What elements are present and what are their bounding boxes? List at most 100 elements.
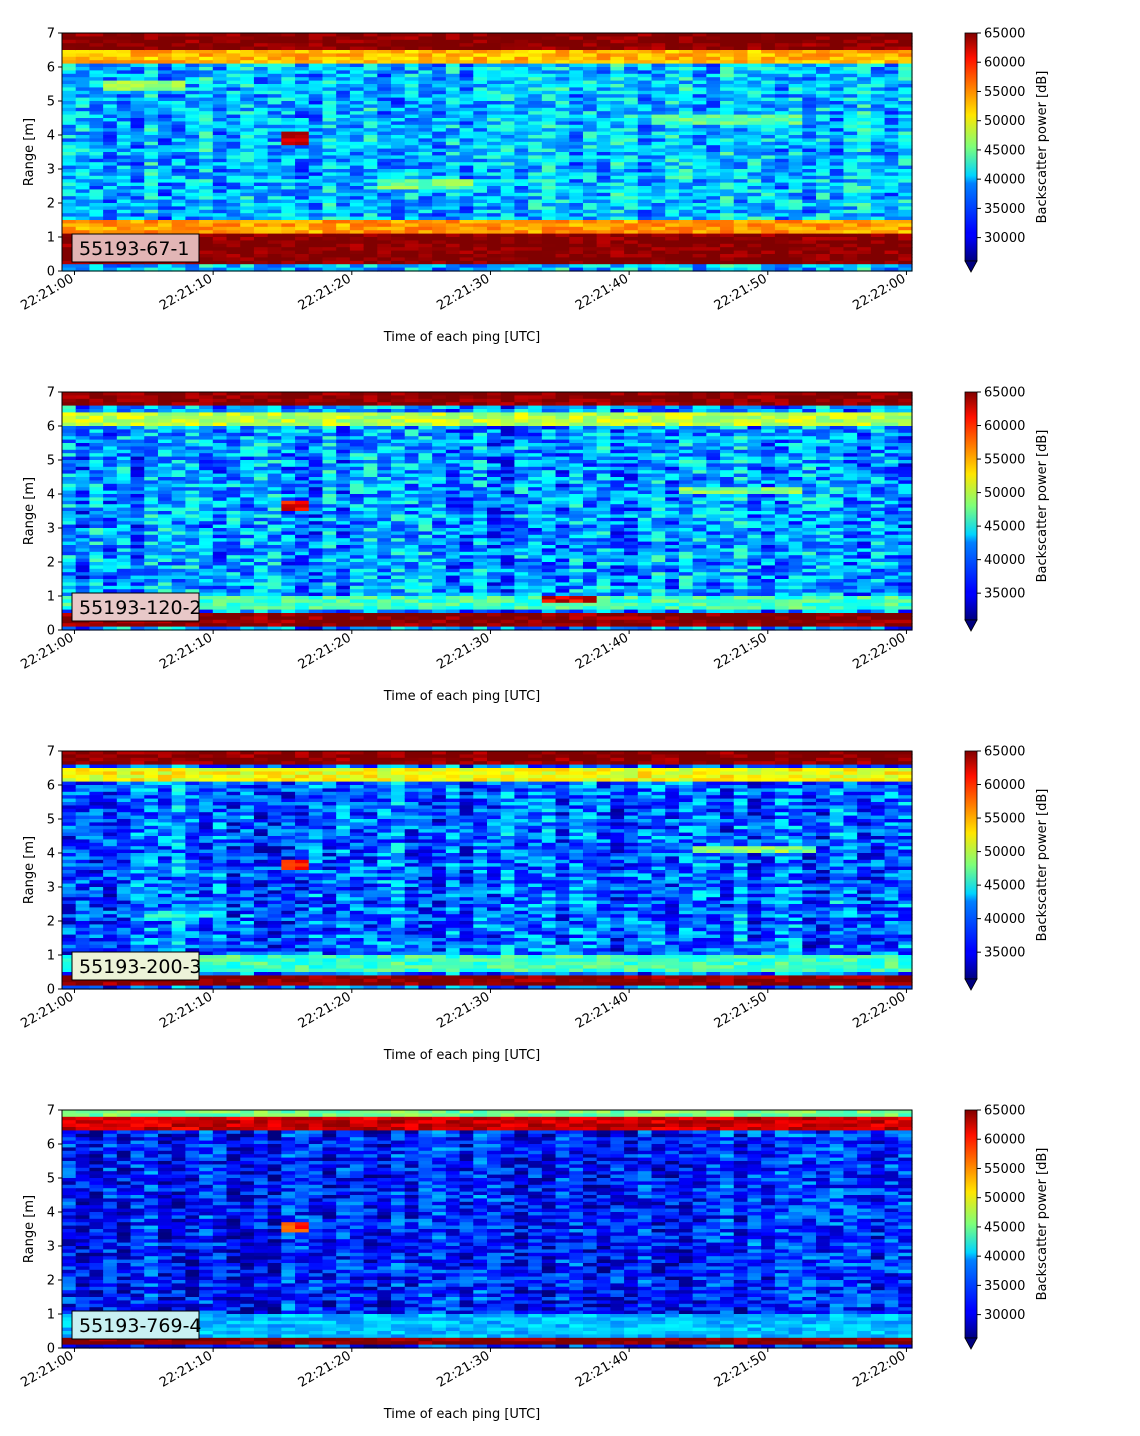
heatmap-cell [747, 104, 762, 109]
heatmap-cell [391, 77, 406, 82]
heatmap-cell [62, 243, 77, 248]
heatmap-cell [473, 260, 488, 265]
heatmap-cell [75, 162, 91, 167]
heatmap-cell [514, 94, 529, 99]
heatmap-cell [185, 226, 200, 231]
heatmap-cell [404, 114, 420, 119]
heatmap-cell [843, 165, 858, 170]
heatmap-cell [336, 87, 351, 92]
heatmap-cell [582, 155, 598, 160]
heatmap-cell [857, 60, 872, 65]
heatmap-cell [432, 114, 447, 119]
heatmap-cell [651, 56, 666, 61]
heatmap-cell [267, 63, 282, 68]
heatmap-cell [130, 432, 145, 437]
heatmap-cell [322, 36, 337, 41]
heatmap-cell [692, 257, 707, 262]
heatmap-cell [473, 267, 488, 272]
heatmap-cell [816, 118, 831, 122]
heatmap-cell [89, 107, 104, 112]
heatmap-cell [555, 80, 570, 85]
heatmap-cell [322, 39, 337, 44]
heatmap-cell [816, 101, 831, 105]
heatmap-cell [116, 548, 132, 553]
heatmap-cell [240, 138, 255, 143]
heatmap-cell [89, 46, 104, 51]
heatmap-cell [89, 87, 104, 92]
heatmap-cell [747, 223, 762, 228]
heatmap-cell [596, 189, 611, 194]
heatmap-cell [582, 114, 598, 119]
heatmap-cell [308, 192, 324, 197]
heatmap-cell [75, 56, 91, 61]
heatmap-cell [761, 39, 776, 44]
heatmap-cell [103, 90, 118, 95]
heatmap-cell [487, 230, 502, 235]
heatmap-cell [624, 138, 639, 143]
heatmap-cell [391, 101, 406, 105]
heatmap-cell [157, 56, 173, 61]
heatmap-cell [678, 148, 694, 153]
heatmap-cell [75, 196, 91, 201]
heatmap-cell [569, 260, 584, 265]
heatmap-cell [226, 192, 241, 197]
heatmap-cell [528, 67, 543, 71]
heatmap-cell [322, 56, 337, 61]
heatmap-cell [144, 226, 159, 231]
heatmap-cell [884, 94, 899, 99]
heatmap-cell [116, 626, 132, 631]
heatmap-cell [391, 220, 406, 224]
heatmap-cell [212, 220, 228, 224]
heatmap-cell [62, 602, 77, 607]
heatmap-cell [240, 264, 255, 269]
heatmap-cell [212, 97, 228, 102]
heatmap-cell [89, 158, 104, 163]
heatmap-cell [281, 165, 296, 170]
heatmap-cell [665, 84, 680, 88]
heatmap-cell [610, 97, 625, 102]
heatmap-cell [267, 148, 282, 153]
heatmap-cell [870, 189, 886, 194]
heatmap-cell [541, 199, 557, 204]
heatmap-cell [240, 114, 255, 119]
heatmap-cell [500, 169, 516, 173]
heatmap-cell [62, 155, 77, 160]
heatmap-cell [418, 240, 433, 245]
heatmap-cell [665, 165, 680, 170]
heatmap-cell [720, 70, 735, 75]
heatmap-cell [336, 162, 351, 167]
heatmap-cell [651, 121, 666, 126]
heatmap-cell [706, 145, 721, 150]
heatmap-cell [171, 169, 186, 173]
heatmap-cell [363, 124, 378, 129]
heatmap-cell [747, 257, 762, 262]
heatmap-cell [349, 226, 365, 231]
heatmap-cell [637, 169, 653, 173]
heatmap-cell [240, 267, 255, 272]
heatmap-cell [103, 73, 118, 78]
heatmap-cell [774, 247, 790, 252]
heatmap-cell [706, 111, 721, 116]
heatmap-cell [363, 111, 378, 116]
heatmap-cell [349, 104, 365, 109]
heatmap-cell [514, 199, 529, 204]
heatmap-cell [678, 84, 694, 88]
heatmap-cell [651, 250, 666, 255]
heatmap-cell [116, 572, 132, 577]
heatmap-cell [500, 196, 516, 201]
heatmap-cell [816, 162, 831, 167]
heatmap-cell [459, 114, 474, 119]
heatmap-cell [240, 206, 255, 211]
heatmap-cell [349, 124, 365, 129]
heatmap-cell [582, 158, 598, 163]
heatmap-cell [720, 267, 735, 272]
heatmap-cell [130, 50, 145, 54]
heatmap-cell [884, 107, 899, 112]
heatmap-cell [171, 398, 186, 403]
heatmap-cell [596, 196, 611, 201]
heatmap-cell [637, 87, 653, 92]
heatmap-cell [89, 53, 104, 58]
heatmap-cell [253, 165, 269, 170]
heatmap-cell [870, 155, 886, 160]
heatmap-cell [692, 33, 707, 37]
